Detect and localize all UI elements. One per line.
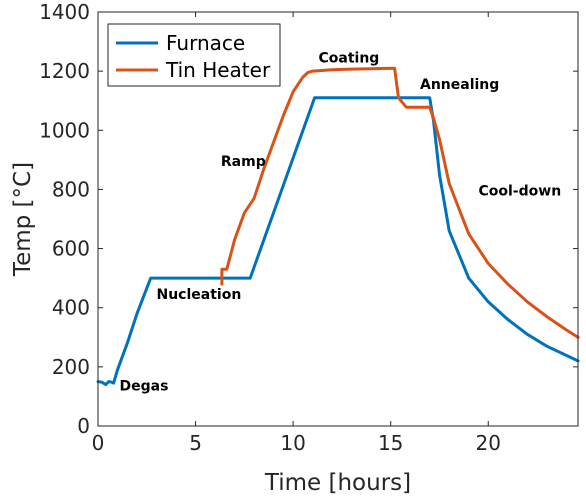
x-tick-label: 0 [92,431,105,455]
annotation-cool-down: Cool-down [479,183,562,199]
axes-box [97,11,579,427]
y-tick-label: 0 [77,414,90,438]
legend-entry: Furnace [166,31,245,55]
series-line-tin-heater [220,66,580,339]
y-tick-label: 1000 [39,118,90,142]
y-axis-label: Temp [°C] [10,162,36,277]
y-tick-label: 1200 [39,59,90,83]
legend-box [107,23,281,87]
x-axis-label: Time [hours] [264,470,411,496]
x-tick-label: 10 [280,431,305,455]
y-tick-label: 200 [52,355,90,379]
x-tick-label: 15 [378,431,403,455]
annotation-coating: Coating [319,50,380,66]
y-tick-label: 800 [52,177,90,201]
annotation-nucleation: Nucleation [157,287,242,303]
y-tick-label: 600 [52,237,90,261]
x-tick-label: 20 [476,431,501,455]
y-tick-label: 400 [52,296,90,320]
annotation-degas: Degas [120,379,169,395]
annotation-annealing: Annealing [420,77,499,93]
x-tick-label: 5 [189,431,202,455]
legend[interactable]: Furnace Tin Heater [107,23,281,87]
legend-entry: Tin Heater [165,58,271,82]
series-layer [96,66,580,387]
y-tick-label: 1400 [39,0,90,24]
series-line-furnace [96,96,580,387]
annotation-layer: Degas Nucleation Ramp Coating Annealing Cool-… [120,50,562,394]
annotation-ramp: Ramp [221,154,266,170]
